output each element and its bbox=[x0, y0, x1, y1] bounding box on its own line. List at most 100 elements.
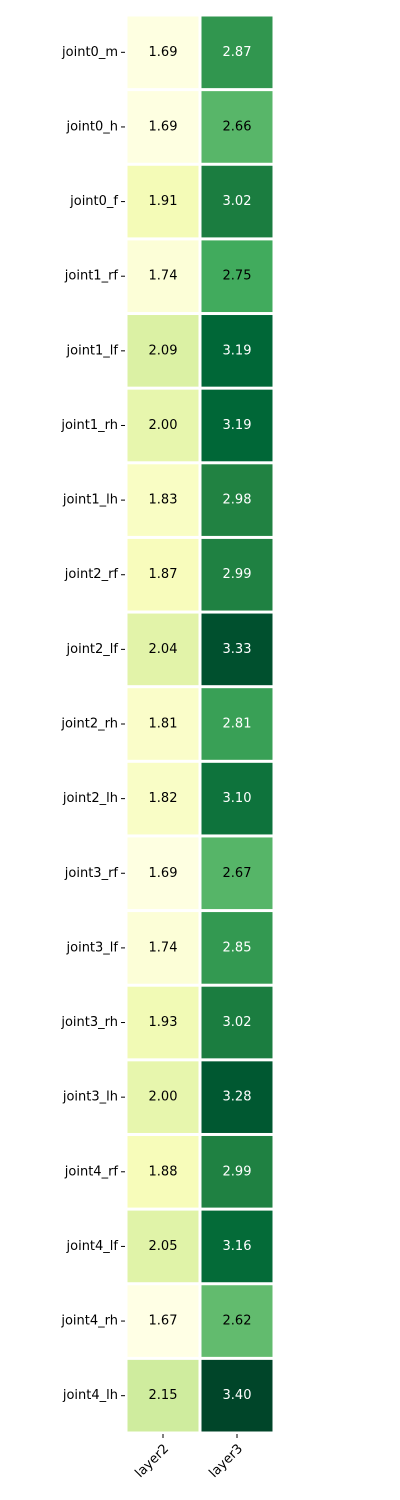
cell-value-label: 2.00 bbox=[149, 1090, 178, 1105]
x-tick-label: layer2 bbox=[133, 1441, 173, 1481]
cell-value-label: 1.69 bbox=[149, 119, 178, 134]
cell-value-label: 3.28 bbox=[223, 1090, 252, 1105]
cell-value-label: 1.74 bbox=[149, 940, 178, 955]
y-tick-label: joint2_lf bbox=[66, 642, 119, 657]
heatmap-cell bbox=[127, 1285, 199, 1357]
heatmap-cell bbox=[127, 91, 199, 163]
cell-value-label: 1.82 bbox=[149, 791, 178, 806]
heatmap-cell bbox=[127, 538, 199, 611]
heatmap-cell bbox=[201, 613, 273, 686]
heatmap-cell bbox=[127, 240, 199, 313]
heatmap-cell bbox=[127, 912, 199, 984]
cell-value-label: 3.19 bbox=[223, 418, 252, 433]
heatmap-cell bbox=[127, 688, 199, 760]
y-tick-label: joint1_lh bbox=[62, 493, 118, 508]
heatmap-cell bbox=[127, 837, 199, 910]
cell-value-label: 1.67 bbox=[149, 1314, 178, 1329]
heatmap-cells: 1.69 2.87 1.69 2.66 1.91 3.02 1.74 2.75 2.09 3.19… bbox=[127, 16, 273, 1432]
heatmap-cell bbox=[201, 837, 273, 910]
heatmap-cell bbox=[201, 240, 273, 313]
x-axis: layer2 layer3 bbox=[133, 1434, 247, 1481]
y-tick-label: joint3_lh bbox=[62, 1090, 118, 1105]
heatmap-cell bbox=[127, 1061, 199, 1133]
cell-value-label: 2.05 bbox=[149, 1239, 178, 1254]
cell-value-label: 1.88 bbox=[149, 1164, 178, 1179]
x-tick-label: layer3 bbox=[207, 1441, 247, 1481]
heatmap-cell bbox=[201, 986, 273, 1059]
cell-value-label: 1.69 bbox=[149, 45, 178, 60]
y-tick-label: joint0_m bbox=[61, 45, 118, 60]
heatmap-cell bbox=[201, 464, 273, 536]
cell-value-label: 2.67 bbox=[223, 866, 252, 881]
heatmap-cell bbox=[127, 165, 199, 238]
cell-value-label: 1.74 bbox=[149, 269, 178, 284]
y-tick-label: joint1_lf bbox=[66, 343, 119, 358]
heatmap-cell bbox=[127, 762, 199, 835]
heatmap-cell bbox=[201, 762, 273, 835]
y-tick-label: joint2_lh bbox=[62, 791, 118, 806]
heatmap-cell bbox=[127, 986, 199, 1059]
cell-value-label: 1.93 bbox=[149, 1015, 178, 1030]
cell-value-label: 2.99 bbox=[223, 1164, 252, 1179]
y-tick-label: joint4_rh bbox=[60, 1314, 118, 1329]
heatmap-cell bbox=[201, 389, 273, 462]
cell-value-label: 1.87 bbox=[149, 567, 178, 582]
heatmap-cell bbox=[127, 16, 199, 89]
cell-value-label: 2.85 bbox=[223, 940, 252, 955]
y-axis: joint0_m joint0_h joint0_f joint1_rf joint1_… bbox=[60, 45, 125, 1403]
heatmap-cell bbox=[201, 1210, 273, 1283]
cell-value-label: 2.09 bbox=[149, 343, 178, 358]
heatmap-cell bbox=[127, 1135, 199, 1208]
heatmap-cell bbox=[201, 1359, 273, 1432]
y-tick-label: joint4_lh bbox=[62, 1388, 118, 1403]
y-tick-label: joint1_rf bbox=[64, 269, 119, 284]
heatmap-cell bbox=[201, 688, 273, 760]
cell-value-label: 2.81 bbox=[223, 717, 252, 732]
cell-value-label: 2.00 bbox=[149, 418, 178, 433]
y-tick-label: joint3_rf bbox=[64, 866, 119, 881]
y-tick-label: joint0_f bbox=[69, 194, 118, 209]
heatmap-cell bbox=[201, 1285, 273, 1357]
y-tick-label: joint3_lf bbox=[66, 940, 119, 955]
heatmap-cell bbox=[201, 1135, 273, 1208]
heatmap-cell bbox=[127, 315, 199, 387]
cell-value-label: 3.33 bbox=[223, 642, 252, 657]
heatmap-cell bbox=[127, 613, 199, 686]
y-tick-label: joint4_lf bbox=[66, 1239, 119, 1254]
cell-value-label: 3.10 bbox=[223, 791, 252, 806]
cell-value-label: 2.87 bbox=[223, 45, 252, 60]
heatmap-cell bbox=[201, 1061, 273, 1133]
heatmap-cell bbox=[127, 1359, 199, 1432]
heatmap-cell bbox=[127, 464, 199, 536]
cell-value-label: 2.62 bbox=[223, 1314, 252, 1329]
heatmap-cell bbox=[201, 315, 273, 387]
cell-value-label: 2.99 bbox=[223, 567, 252, 582]
cell-value-label: 1.81 bbox=[149, 717, 178, 732]
heatmap-cell bbox=[201, 538, 273, 611]
cell-value-label: 3.02 bbox=[223, 1015, 252, 1030]
cell-value-label: 1.83 bbox=[149, 493, 178, 508]
cell-value-label: 2.98 bbox=[223, 493, 252, 508]
heatmap-cell bbox=[127, 389, 199, 462]
y-tick-label: joint0_h bbox=[65, 119, 118, 134]
cell-value-label: 2.66 bbox=[223, 119, 252, 134]
cell-value-label: 2.15 bbox=[149, 1388, 178, 1403]
cell-value-label: 3.40 bbox=[223, 1388, 252, 1403]
cell-value-label: 2.75 bbox=[223, 269, 252, 284]
y-tick-label: joint3_rh bbox=[60, 1015, 118, 1030]
cell-value-label: 3.19 bbox=[223, 343, 252, 358]
heatmap-cell bbox=[201, 91, 273, 163]
cell-value-label: 1.69 bbox=[149, 866, 178, 881]
heatmap-cell bbox=[201, 16, 273, 89]
y-tick-label: joint4_rf bbox=[64, 1164, 119, 1179]
cell-value-label: 3.16 bbox=[223, 1239, 252, 1254]
heatmap-cell bbox=[201, 912, 273, 984]
y-tick-label: joint1_rh bbox=[60, 418, 118, 433]
cell-value-label: 2.04 bbox=[149, 642, 178, 657]
y-tick-label: joint2_rh bbox=[60, 717, 118, 732]
y-tick-label: joint2_rf bbox=[64, 567, 119, 582]
cell-value-label: 3.02 bbox=[223, 194, 252, 209]
heatmap-cell bbox=[127, 1210, 199, 1283]
cell-value-label: 1.91 bbox=[149, 194, 178, 209]
